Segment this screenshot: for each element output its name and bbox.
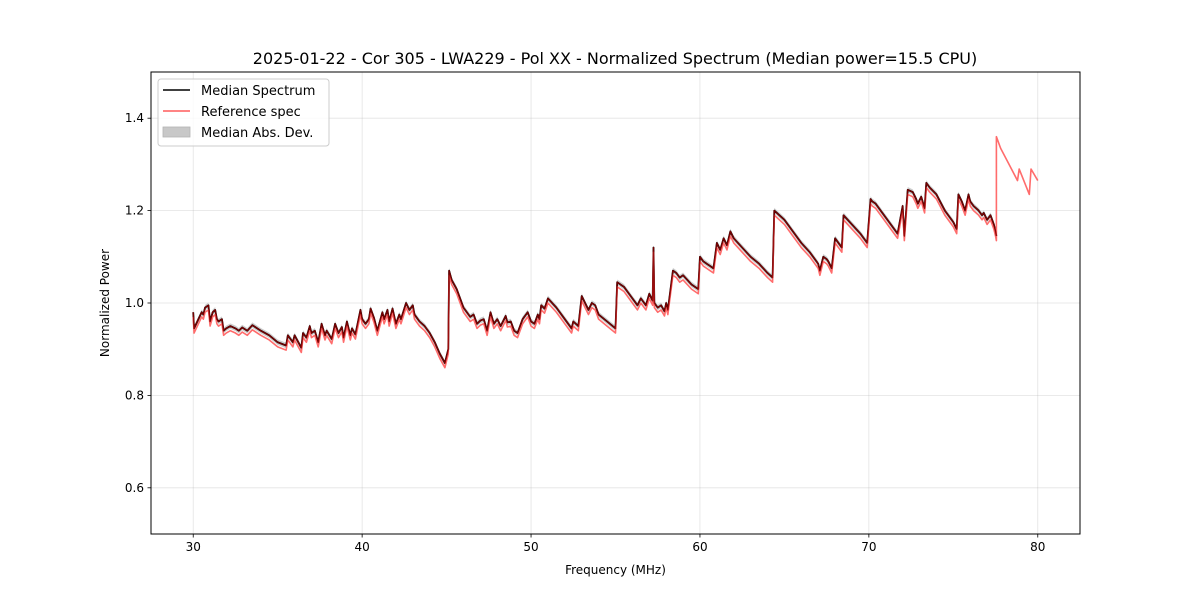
overlap-line <box>192 182 998 364</box>
x-tick-label: 30 <box>186 540 201 554</box>
x-tick-label: 70 <box>861 540 876 554</box>
x-tick-label: 50 <box>523 540 538 554</box>
axis-ticks: 30 40 50 60 70 80 0.6 0.8 1.0 1.2 1.4 <box>125 111 1046 554</box>
chart-title: 2025-01-22 - Cor 305 - LWA229 - Pol XX -… <box>253 49 977 68</box>
x-axis-label: Frequency (MHz) <box>565 563 666 577</box>
reference-spectrum-line <box>192 135 1039 369</box>
legend: Median Spectrum Reference spec Median Ab… <box>157 78 330 147</box>
y-tick-label: 1.4 <box>125 111 144 125</box>
legend-label-median-spectrum: Median Spectrum <box>201 84 315 99</box>
series-layer <box>192 135 1039 369</box>
x-tick-label: 40 <box>354 540 369 554</box>
x-tick-label: 60 <box>692 540 707 554</box>
y-tick-label: 0.6 <box>125 481 144 495</box>
y-axis-label: Normalized Power <box>98 249 112 357</box>
y-tick-label: 1.0 <box>125 296 144 310</box>
legend-swatch-mad <box>162 126 191 138</box>
legend-label-mad: Median Abs. Dev. <box>201 126 313 141</box>
x-tick-label: 80 <box>1030 540 1045 554</box>
legend-label-reference-spec: Reference spec <box>201 105 301 120</box>
y-tick-label: 1.2 <box>125 204 144 218</box>
y-tick-label: 0.8 <box>125 388 144 402</box>
legend-box <box>157 78 330 147</box>
